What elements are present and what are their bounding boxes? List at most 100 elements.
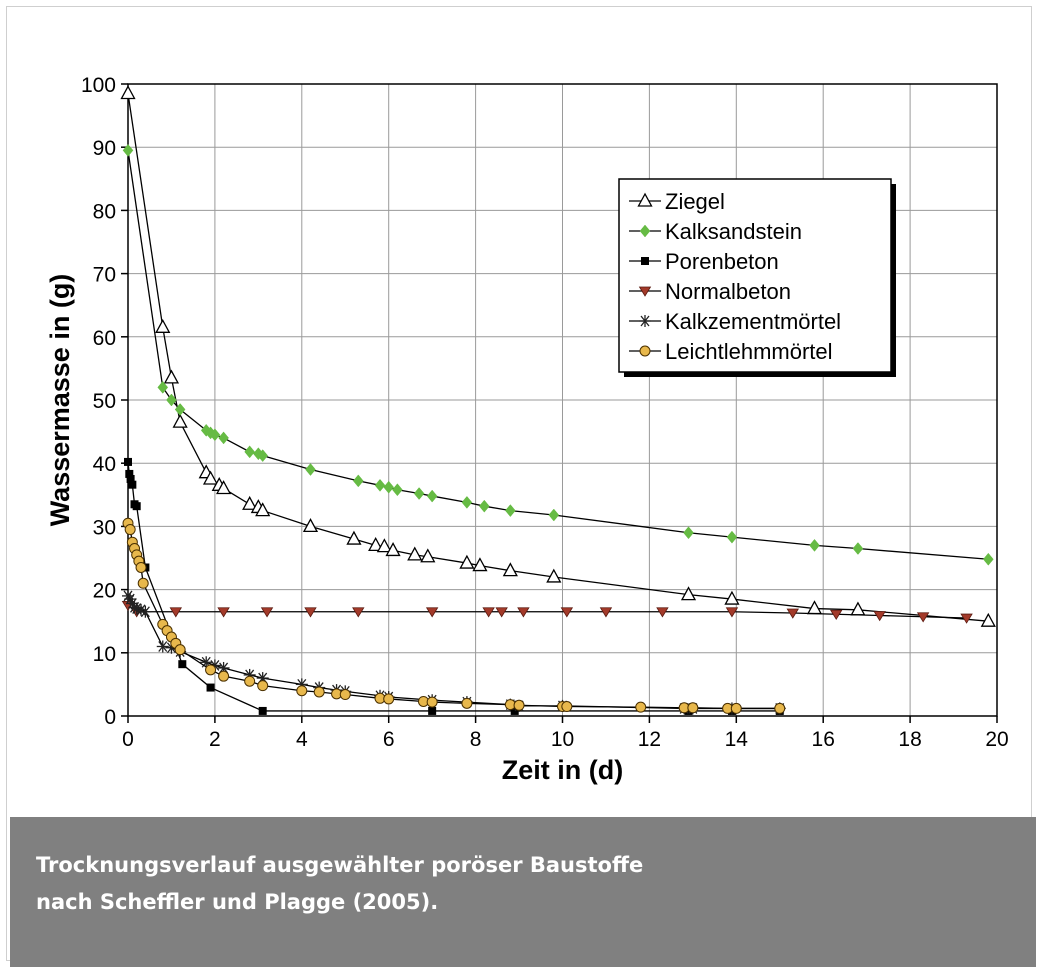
data-point (128, 480, 137, 489)
y-tick-label: 10 (93, 643, 116, 666)
data-point (313, 686, 325, 698)
data-point (730, 702, 742, 714)
chart-area: 0 2 4 6 8 10 12 14 16 18 20 0 10 20 30 40 50 60 70 80 90 100 Z… (7, 7, 1031, 819)
data-point (302, 518, 319, 533)
legend-label: Kalkzementmörtel (665, 309, 841, 334)
legend-label: Normalbeton (665, 279, 791, 304)
data-point (916, 612, 930, 623)
data-point (513, 699, 525, 711)
data-point (472, 557, 488, 572)
data-point (413, 487, 425, 500)
data-point (174, 403, 186, 416)
data-point (296, 685, 308, 697)
data-point (244, 445, 255, 459)
legend-marker (639, 315, 651, 327)
data-point (809, 538, 820, 552)
data-point (376, 538, 392, 553)
data-point (218, 670, 230, 682)
x-tick-label: 20 (985, 728, 1008, 751)
data-point (548, 508, 560, 522)
data-point (205, 664, 217, 676)
data-point (304, 607, 317, 618)
legend-label: Leichtlehmmörtel (665, 339, 833, 364)
data-point (137, 577, 149, 589)
data-point (202, 470, 219, 485)
data-point (546, 568, 562, 583)
data-point (495, 607, 508, 618)
data-point (257, 449, 269, 463)
data-point (774, 702, 786, 714)
data-point (599, 607, 613, 618)
data-point (561, 701, 573, 713)
x-tick-label: 2 (209, 728, 221, 751)
data-point (420, 548, 436, 563)
data-point (122, 143, 134, 157)
x-tick-label: 14 (725, 728, 749, 751)
data-point (786, 608, 799, 619)
x-tick-label: 4 (296, 728, 308, 751)
data-point (459, 554, 475, 569)
data-point (726, 530, 738, 544)
data-point (461, 495, 473, 509)
data-point (383, 480, 395, 494)
y-tick-label: 60 (93, 327, 116, 350)
data-point (980, 612, 996, 627)
x-tick-label: 10 (551, 728, 574, 751)
data-point (178, 660, 187, 669)
data-point (680, 586, 697, 601)
data-point (346, 530, 362, 545)
data-point (478, 499, 490, 513)
caption-line-1: Trocknungsverlauf ausgewählter poröser B… (36, 853, 644, 877)
data-point (383, 693, 395, 705)
legend-label: Porenbeton (665, 249, 779, 274)
data-point (339, 689, 351, 701)
data-point (260, 607, 274, 618)
series-kalksandstein (122, 143, 994, 566)
data-point (169, 607, 183, 618)
series-leichtlehmmörtel (122, 517, 786, 714)
data-point (428, 706, 437, 715)
data-point (242, 495, 258, 510)
data-point (174, 644, 186, 656)
y-tick-label: 70 (93, 264, 116, 287)
data-point (135, 561, 147, 573)
legend-marker (638, 286, 652, 297)
legend-marker (639, 345, 651, 357)
figure-frame: 0 2 4 6 8 10 12 14 16 18 20 0 10 20 30 40 50 60 70 80 90 100 Z… (6, 6, 1032, 961)
data-point (305, 463, 316, 476)
data-point (635, 701, 647, 713)
data-point (656, 607, 669, 618)
data-point (217, 607, 230, 618)
drying-chart: 0 2 4 6 8 10 12 14 16 18 20 0 10 20 30 40 50 60 70 80 90 100 Z… (45, 74, 1009, 785)
data-point (124, 457, 132, 466)
data-point (385, 542, 401, 557)
y-tick-label: 40 (93, 453, 116, 476)
data-point (125, 469, 134, 478)
data-point (426, 489, 438, 503)
data-point (352, 607, 365, 618)
data-point (392, 483, 403, 497)
caption-line-2: nach Scheffler und Plagge (2005). (36, 890, 439, 914)
y-tick-label: 80 (93, 200, 116, 223)
x-tick-label: 16 (812, 728, 835, 751)
data-point (426, 696, 438, 708)
data-point (982, 552, 994, 566)
data-point (725, 607, 739, 618)
data-point (124, 524, 136, 536)
figure-caption: Trocknungsverlauf ausgewählter poröser B… (10, 817, 1036, 967)
data-point (687, 702, 699, 714)
data-point (724, 590, 740, 605)
data-point (482, 607, 495, 618)
data-point (461, 697, 473, 709)
data-point (830, 609, 843, 621)
data-point (407, 546, 423, 561)
data-point (163, 369, 180, 384)
y-tick-label: 20 (93, 580, 116, 603)
data-point (852, 542, 864, 555)
data-point (244, 675, 256, 687)
series-line (127, 604, 967, 619)
y-tick-label: 90 (93, 137, 116, 160)
legend-label: Ziegel (665, 189, 725, 214)
data-point (560, 607, 574, 618)
data-point (132, 502, 141, 511)
